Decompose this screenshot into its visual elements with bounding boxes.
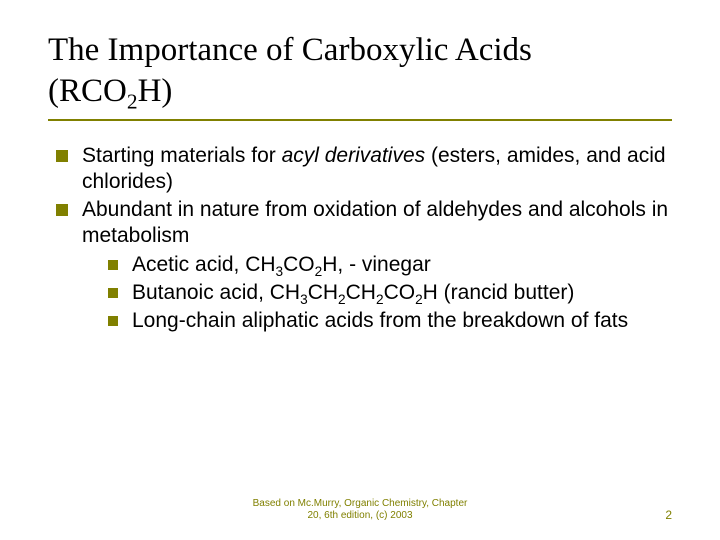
title-sub: 2 bbox=[127, 90, 138, 114]
s2-mid2: CH bbox=[346, 281, 376, 304]
s2-mid3: CO bbox=[384, 281, 416, 304]
s2-sub4: 2 bbox=[415, 292, 423, 307]
s2-post: H (rancid butter) bbox=[423, 281, 575, 304]
title-line2-post: H) bbox=[138, 73, 173, 109]
s3-text: Long-chain aliphatic acids from the brea… bbox=[132, 309, 628, 332]
s2-sub3: 2 bbox=[376, 292, 384, 307]
s1-sub1: 3 bbox=[276, 264, 284, 279]
bullet1-italic: acyl derivatives bbox=[282, 144, 426, 167]
s1-post: H, - vinegar bbox=[322, 253, 431, 276]
bullet-list-level2: Acetic acid, CH3CO2H, - vinegar Butanoic… bbox=[82, 252, 672, 335]
s2-sub2: 2 bbox=[338, 292, 346, 307]
title-underline bbox=[48, 119, 672, 121]
sub-item-3: Long-chain aliphatic acids from the brea… bbox=[108, 308, 672, 334]
bullet-item-1: Starting materials for acyl derivatives … bbox=[56, 143, 672, 196]
s1-pre: Acetic acid, CH bbox=[132, 253, 276, 276]
page-number: 2 bbox=[665, 508, 672, 522]
s2-mid1: CH bbox=[308, 281, 338, 304]
footer-line1: Based on Mc.Murry, Organic Chemistry, Ch… bbox=[253, 498, 468, 509]
sub-item-1: Acetic acid, CH3CO2H, - vinegar bbox=[108, 252, 672, 278]
bullet-item-2: Abundant in nature from oxidation of ald… bbox=[56, 197, 672, 334]
s2-sub1: 3 bbox=[300, 292, 308, 307]
bullet2-text: Abundant in nature from oxidation of ald… bbox=[82, 198, 668, 247]
bullet1-pre: Starting materials for bbox=[82, 144, 282, 167]
slide-title: The Importance of Carboxylic Acids (RCO2… bbox=[48, 30, 672, 113]
sub-item-2: Butanoic acid, CH3CH2CH2CO2H (rancid but… bbox=[108, 280, 672, 306]
footer-line2: 20, 6th edition, (c) 2003 bbox=[307, 510, 412, 521]
s2-pre: Butanoic acid, CH bbox=[132, 281, 300, 304]
bullet-list-level1: Starting materials for acyl derivatives … bbox=[48, 143, 672, 335]
title-line1: The Importance of Carboxylic Acids bbox=[48, 32, 532, 68]
footer-citation: Based on Mc.Murry, Organic Chemistry, Ch… bbox=[0, 498, 720, 522]
s1-mid1: CO bbox=[283, 253, 315, 276]
title-line2-pre: (RCO bbox=[48, 73, 127, 109]
